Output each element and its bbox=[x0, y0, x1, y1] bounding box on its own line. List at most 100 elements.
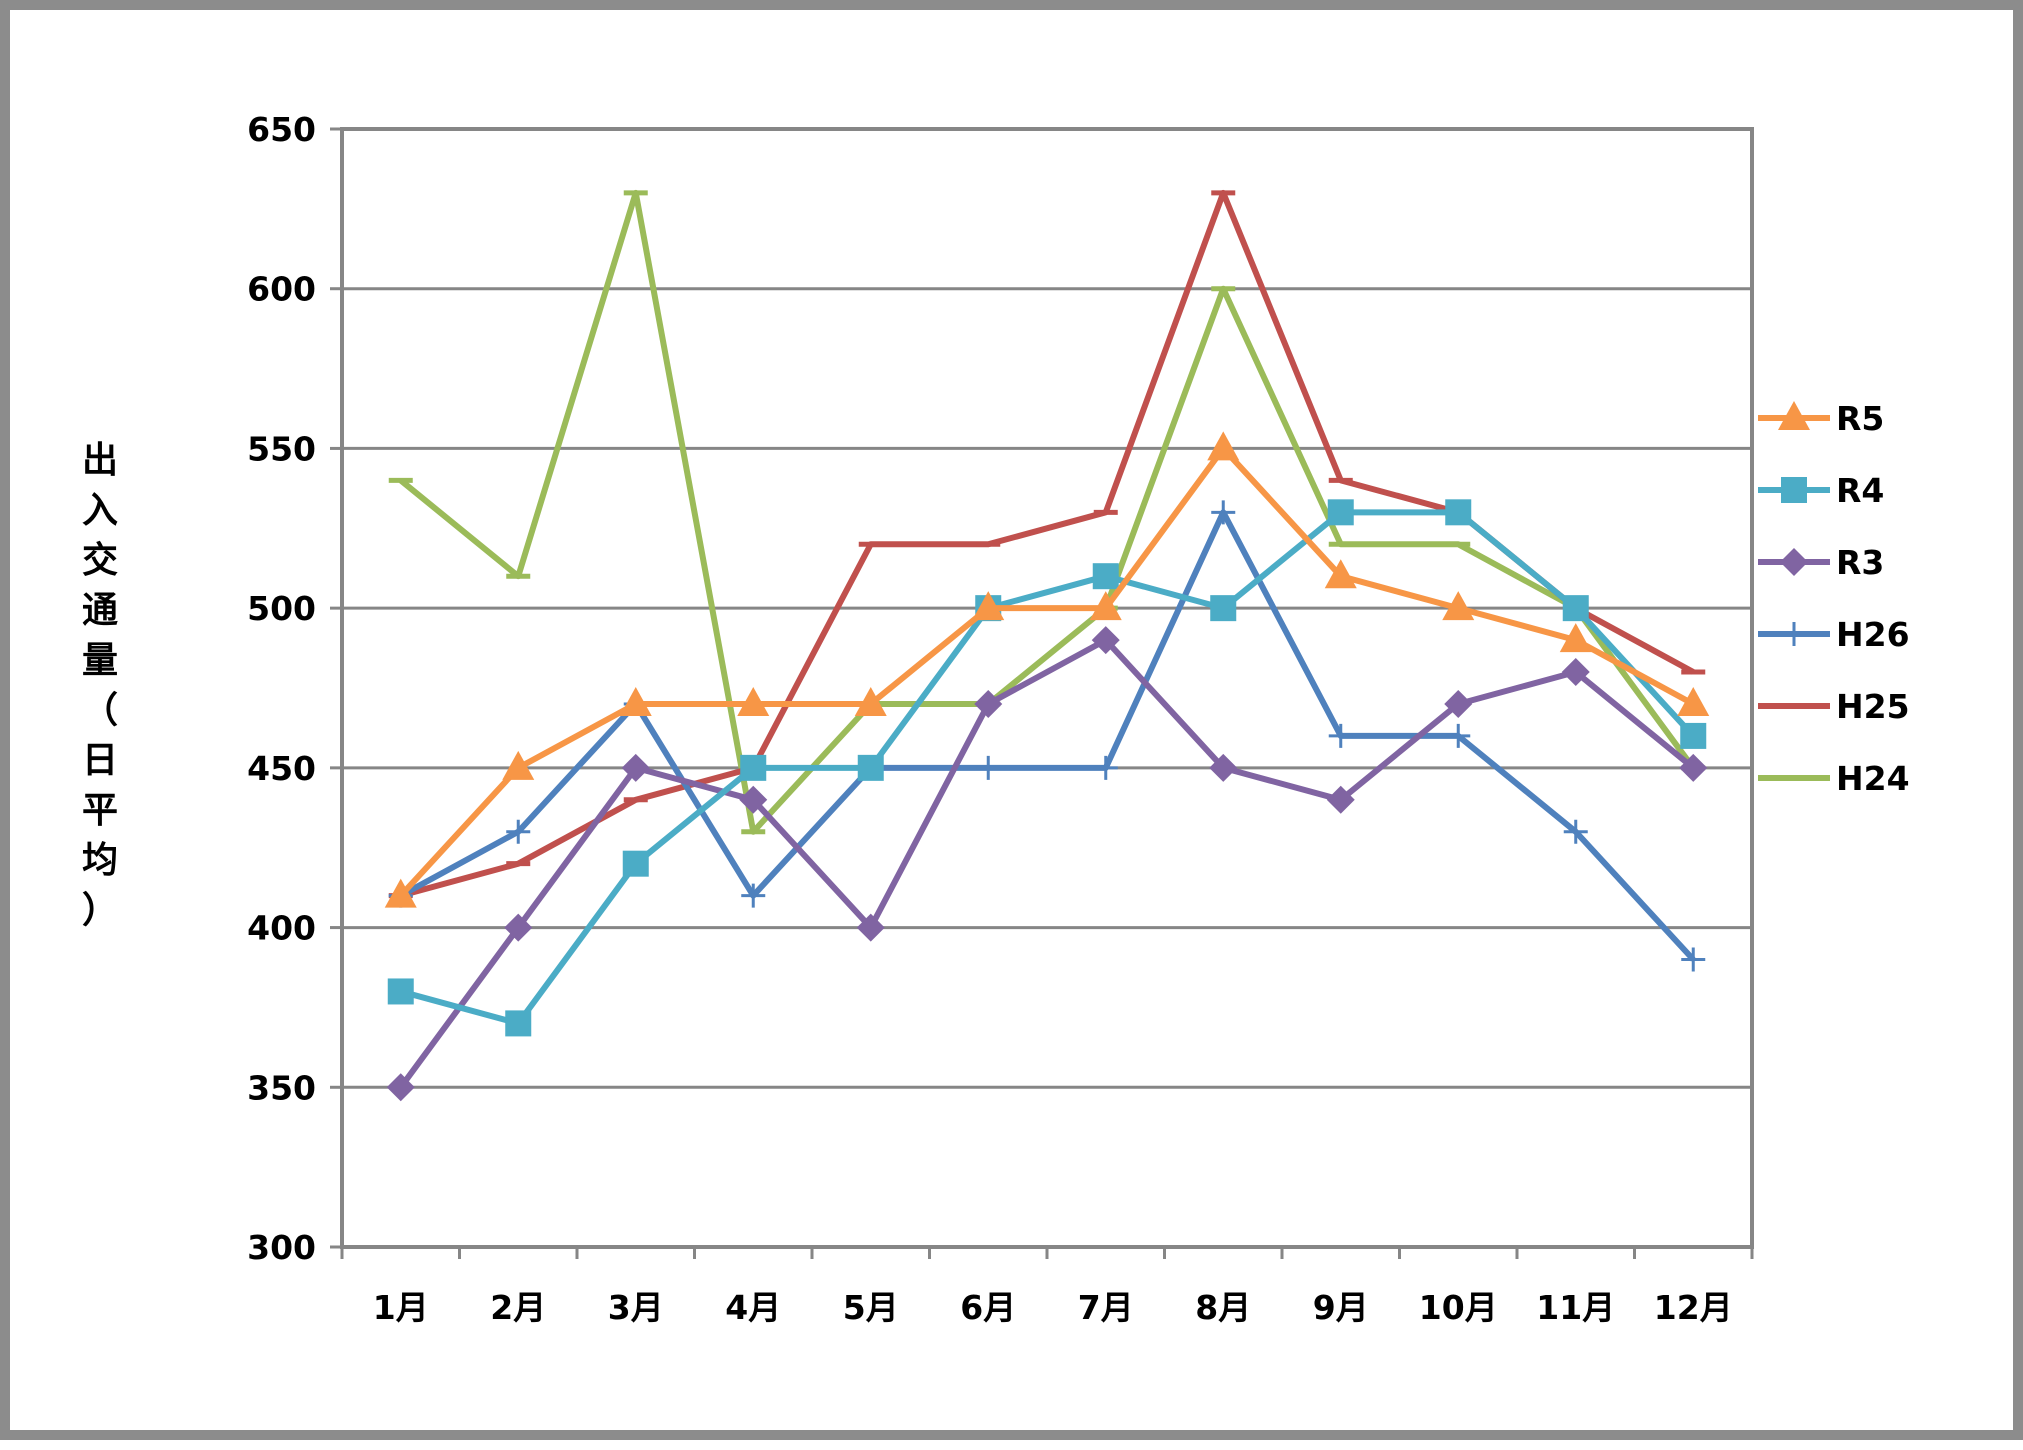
series-h26 bbox=[388, 500, 1706, 972]
legend-item-h25: H25 bbox=[1758, 687, 1910, 726]
y-axis-title-text: 出入交通量 （ 日平均 ） bbox=[82, 440, 118, 931]
y-axis-title-char: 日 bbox=[82, 740, 118, 781]
data-point bbox=[976, 755, 1001, 780]
y-tick-label: 500 bbox=[247, 589, 316, 628]
legend-label: H24 bbox=[1836, 759, 1910, 798]
legend-label: H25 bbox=[1836, 687, 1910, 726]
data-point bbox=[1562, 595, 1589, 622]
data-point bbox=[854, 686, 887, 716]
x-tick-label: 3月 bbox=[608, 1288, 664, 1327]
data-point bbox=[1681, 947, 1706, 972]
series-line-r4 bbox=[399, 509, 1696, 1027]
data-point bbox=[857, 754, 884, 781]
data-point bbox=[1207, 431, 1240, 461]
data-point bbox=[972, 591, 1005, 621]
series-r4 bbox=[387, 499, 1707, 1037]
x-tick-label: 8月 bbox=[1195, 1288, 1251, 1327]
y-axis-title-char: （ bbox=[82, 690, 118, 731]
data-point bbox=[741, 883, 766, 908]
data-point bbox=[1679, 753, 1708, 782]
data-point bbox=[1446, 723, 1471, 748]
series-line-r3 bbox=[398, 637, 1696, 1090]
series-r5 bbox=[384, 431, 1710, 908]
legend: R5 R4 R3 H26 H25 H24 bbox=[1758, 399, 1910, 798]
y-tick-label: 350 bbox=[247, 1068, 316, 1107]
data-point bbox=[387, 978, 414, 1005]
data-point bbox=[502, 750, 535, 780]
legend-item-r3: R3 bbox=[1758, 543, 1884, 582]
data-point bbox=[622, 850, 649, 877]
legend-label: R3 bbox=[1836, 543, 1884, 582]
series-line-r5 bbox=[398, 445, 1695, 898]
data-point bbox=[974, 689, 1003, 718]
data-point bbox=[504, 913, 533, 942]
data-point bbox=[506, 819, 531, 844]
data-point bbox=[1093, 755, 1118, 780]
data-point bbox=[1326, 785, 1355, 814]
x-tick-label: 5月 bbox=[843, 1288, 899, 1327]
x-tick-label: 1月 bbox=[373, 1288, 429, 1327]
data-point bbox=[1561, 658, 1590, 687]
data-point bbox=[1092, 563, 1119, 590]
data-point bbox=[1324, 559, 1357, 589]
legend-label: H26 bbox=[1836, 615, 1910, 654]
y-tick-label: 400 bbox=[247, 909, 316, 948]
legend-marker bbox=[1782, 622, 1806, 646]
data-point bbox=[1559, 623, 1592, 653]
data-point bbox=[1444, 689, 1473, 718]
data-point bbox=[1091, 626, 1120, 655]
data-point bbox=[1680, 722, 1707, 749]
legend-label: R4 bbox=[1836, 471, 1884, 510]
x-tick-label: 6月 bbox=[960, 1288, 1016, 1327]
data-point bbox=[1563, 819, 1588, 844]
data-point bbox=[1089, 591, 1122, 621]
data-point bbox=[1442, 591, 1475, 621]
y-axis-title-char: 出 bbox=[82, 440, 118, 481]
y-axis-title: 出入交通量 （ 日平均 ） bbox=[82, 440, 118, 931]
legend-label: R5 bbox=[1836, 399, 1884, 438]
y-axis-title-char: 入 bbox=[82, 490, 118, 531]
x-tick-label: 12月 bbox=[1654, 1288, 1733, 1327]
y-axis-title-char: 通 bbox=[82, 590, 118, 631]
y-axis: 300 350 400 450 500 550 600 650 bbox=[247, 110, 342, 1267]
line-chart: 300 350 400 450 500 550 600 650 1月 2月 3月 4月 5月 6月 7月 8… bbox=[82, 110, 1910, 1327]
x-tick-label: 9月 bbox=[1313, 1288, 1369, 1327]
y-tick-label: 600 bbox=[247, 270, 316, 309]
data-point bbox=[1210, 595, 1237, 622]
legend-marker bbox=[1780, 548, 1808, 576]
y-axis-title-char: ） bbox=[82, 890, 118, 931]
series-line-h24 bbox=[398, 189, 1696, 835]
data-point bbox=[856, 913, 885, 942]
x-tick-label: 7月 bbox=[1078, 1288, 1134, 1327]
y-axis-title-char: 平 bbox=[82, 790, 118, 831]
data-point bbox=[505, 1010, 532, 1037]
legend-item-r5: R5 bbox=[1758, 399, 1884, 438]
data-point bbox=[1328, 723, 1353, 748]
data-point bbox=[737, 686, 770, 716]
legend-item-h24: H24 bbox=[1758, 759, 1910, 798]
y-axis-title-char: 交 bbox=[82, 539, 118, 581]
x-tick-label: 10月 bbox=[1419, 1288, 1498, 1327]
data-point bbox=[619, 686, 652, 716]
series-r3 bbox=[386, 626, 1708, 1102]
data-point bbox=[1327, 499, 1354, 526]
y-tick-label: 650 bbox=[247, 110, 316, 149]
legend-marker bbox=[1781, 477, 1807, 503]
legend-item-r4: R4 bbox=[1758, 471, 1884, 510]
data-point bbox=[1209, 753, 1238, 782]
data-point bbox=[621, 753, 650, 782]
x-axis: 1月 2月 3月 4月 5月 6月 7月 8月 9月 10月 11月 12月 bbox=[340, 1247, 1754, 1327]
y-tick-label: 450 bbox=[247, 749, 316, 788]
series-line-h26 bbox=[399, 509, 1696, 962]
y-axis-title-char: 均 bbox=[82, 840, 118, 881]
y-axis-title-char: 量 bbox=[82, 640, 118, 681]
series-layer bbox=[384, 189, 1710, 1102]
data-point bbox=[1445, 499, 1472, 526]
data-point bbox=[1677, 686, 1710, 716]
data-point bbox=[739, 785, 768, 814]
legend-item-h26: H26 bbox=[1758, 615, 1910, 654]
plot-area bbox=[340, 127, 1754, 1249]
x-tick-label: 4月 bbox=[725, 1288, 781, 1327]
data-point bbox=[384, 878, 417, 908]
